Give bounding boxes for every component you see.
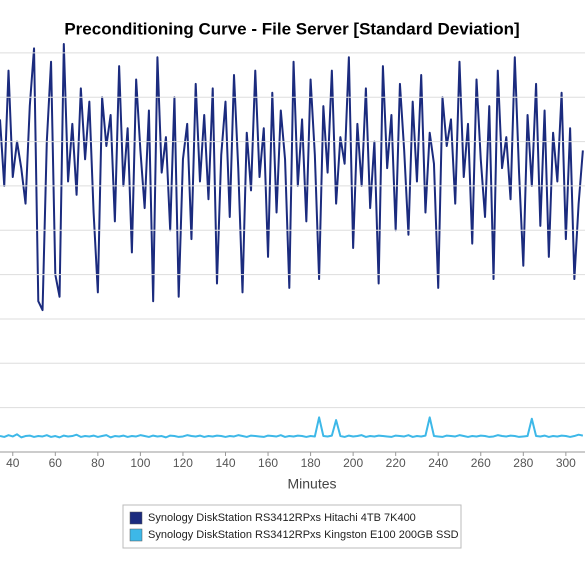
- series-line: [0, 43, 584, 312]
- x-tick-label: 80: [91, 456, 105, 470]
- x-tick-label: 240: [428, 456, 448, 470]
- x-tick-label: 140: [215, 456, 235, 470]
- x-tick-label: 260: [471, 456, 491, 470]
- x-tick-label: 200: [343, 456, 363, 470]
- x-tick-label: 40: [6, 456, 20, 470]
- x-tick-label: 280: [513, 456, 533, 470]
- legend: [122, 504, 462, 549]
- x-tick-label: 220: [386, 456, 406, 470]
- legend-swatch: [129, 511, 143, 525]
- series-line: [0, 416, 584, 439]
- x-tick-label: 180: [301, 456, 321, 470]
- x-tick-label: 160: [258, 456, 278, 470]
- x-tick-label: 60: [49, 456, 63, 470]
- legend-label: Synology DiskStation RS3412RPxs Hitachi …: [148, 512, 416, 524]
- x-tick-label: 120: [173, 456, 193, 470]
- x-tick-label: 300: [556, 456, 576, 470]
- legend-label: Synology DiskStation RS3412RPxs Kingston…: [148, 529, 459, 541]
- x-tick-label: 100: [130, 456, 150, 470]
- legend-swatch: [129, 528, 143, 542]
- chart-title: Preconditioning Curve - File Server [Sta…: [64, 19, 519, 38]
- x-axis-label: Minutes: [287, 476, 336, 492]
